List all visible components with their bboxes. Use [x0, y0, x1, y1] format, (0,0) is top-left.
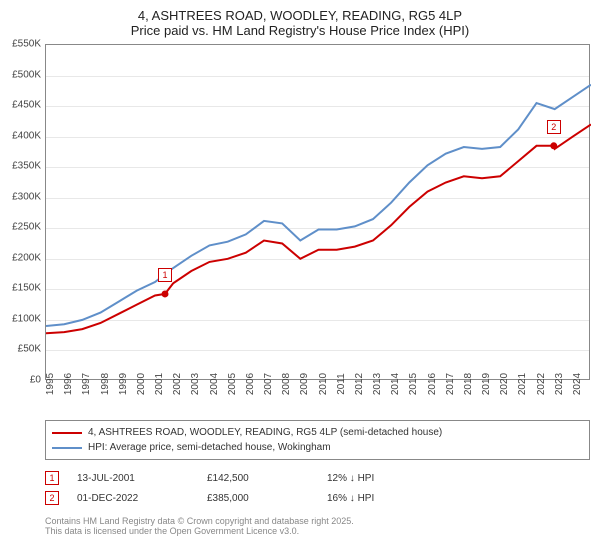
- y-tick-label: £200K: [1, 252, 41, 263]
- marker-table-num: 2: [45, 491, 59, 505]
- marker-table-row: 2 01-DEC-2022£385,00016% ↓ HPI: [45, 488, 590, 508]
- y-tick-label: £400K: [1, 130, 41, 141]
- series-hpi: [46, 85, 591, 326]
- x-tick-label: 2000: [136, 373, 147, 395]
- x-tick-label: 2010: [318, 373, 329, 395]
- marker-callout: 1: [158, 268, 172, 282]
- marker-dot: [550, 142, 557, 149]
- marker-table-date: 01-DEC-2022: [77, 493, 207, 504]
- y-tick-label: £500K: [1, 69, 41, 80]
- legend-label: HPI: Average price, semi-detached house,…: [88, 442, 331, 453]
- marker-callout: 2: [547, 120, 561, 134]
- x-tick-label: 2011: [336, 373, 347, 395]
- marker-table-row: 1 13-JUL-2001£142,50012% ↓ HPI: [45, 468, 590, 488]
- legend-swatch: [52, 447, 82, 449]
- x-tick-label: 1995: [45, 373, 56, 395]
- y-tick-label: £0: [1, 375, 41, 386]
- x-tick-label: 2008: [281, 373, 292, 395]
- x-tick-label: 2023: [554, 373, 565, 395]
- legend: 4, ASHTREES ROAD, WOODLEY, READING, RG5 …: [45, 420, 590, 460]
- x-tick-label: 2015: [408, 373, 419, 395]
- x-tick-label: 1999: [118, 373, 129, 395]
- title-line-2: Price paid vs. HM Land Registry's House …: [0, 23, 600, 38]
- x-tick-label: 2012: [354, 373, 365, 395]
- footer-line-1: Contains HM Land Registry data © Crown c…: [45, 516, 590, 526]
- x-tick-label: 2017: [445, 373, 456, 395]
- x-tick-label: 2024: [572, 373, 583, 395]
- marker-dot: [161, 290, 168, 297]
- x-tick-label: 2014: [390, 373, 401, 395]
- title-line-1: 4, ASHTREES ROAD, WOODLEY, READING, RG5 …: [0, 8, 600, 23]
- legend-swatch: [52, 432, 82, 434]
- y-tick-label: £350K: [1, 161, 41, 172]
- x-tick-label: 2016: [427, 373, 438, 395]
- x-tick-label: 2006: [245, 373, 256, 395]
- footer-line-2: This data is licensed under the Open Gov…: [45, 526, 590, 536]
- legend-label: 4, ASHTREES ROAD, WOODLEY, READING, RG5 …: [88, 427, 442, 438]
- legend-item: HPI: Average price, semi-detached house,…: [52, 440, 583, 455]
- marker-table-hpi: 12% ↓ HPI: [327, 473, 437, 484]
- y-tick-label: £450K: [1, 100, 41, 111]
- marker-table-price: £142,500: [207, 473, 327, 484]
- y-tick-label: £150K: [1, 283, 41, 294]
- footer: Contains HM Land Registry data © Crown c…: [45, 516, 590, 536]
- marker-table-num: 1: [45, 471, 59, 485]
- x-tick-label: 2007: [263, 373, 274, 395]
- chart-title-block: 4, ASHTREES ROAD, WOODLEY, READING, RG5 …: [0, 0, 600, 44]
- y-axis: £0£50K£100K£150K£200K£250K£300K£350K£400…: [0, 44, 45, 380]
- x-tick-label: 2005: [227, 373, 238, 395]
- y-tick-label: £300K: [1, 191, 41, 202]
- x-tick-label: 2022: [536, 373, 547, 395]
- x-tick-label: 2002: [172, 373, 183, 395]
- x-tick-label: 2018: [463, 373, 474, 395]
- x-tick-label: 2009: [299, 373, 310, 395]
- x-tick-label: 2004: [209, 373, 220, 395]
- y-tick-label: £550K: [1, 39, 41, 50]
- x-tick-label: 1997: [81, 373, 92, 395]
- x-tick-label: 1998: [100, 373, 111, 395]
- x-tick-label: 2003: [190, 373, 201, 395]
- marker-table-date: 13-JUL-2001: [77, 473, 207, 484]
- x-tick-label: 2021: [517, 373, 528, 395]
- x-tick-label: 2001: [154, 373, 165, 395]
- x-tick-label: 1996: [63, 373, 74, 395]
- x-axis: 1995199619971998199920002001200220032004…: [45, 380, 590, 414]
- x-tick-label: 2020: [499, 373, 510, 395]
- chart-container: £0 £50K £100K £150K £200K £250K £300K £350K £400…: [0, 44, 600, 414]
- marker-table-price: £385,000: [207, 493, 327, 504]
- legend-item: 4, ASHTREES ROAD, WOODLEY, READING, RG5 …: [52, 425, 583, 440]
- x-tick-label: 2019: [481, 373, 492, 395]
- y-tick-label: £50K: [1, 344, 41, 355]
- chart-svg: [46, 45, 591, 381]
- y-tick-label: £250K: [1, 222, 41, 233]
- plot-area: 12: [45, 44, 590, 380]
- y-tick-label: £100K: [1, 313, 41, 324]
- marker-table-hpi: 16% ↓ HPI: [327, 493, 437, 504]
- marker-table: 1 13-JUL-2001£142,50012% ↓ HPI 2 01-DEC-202…: [45, 468, 590, 508]
- x-tick-label: 2013: [372, 373, 383, 395]
